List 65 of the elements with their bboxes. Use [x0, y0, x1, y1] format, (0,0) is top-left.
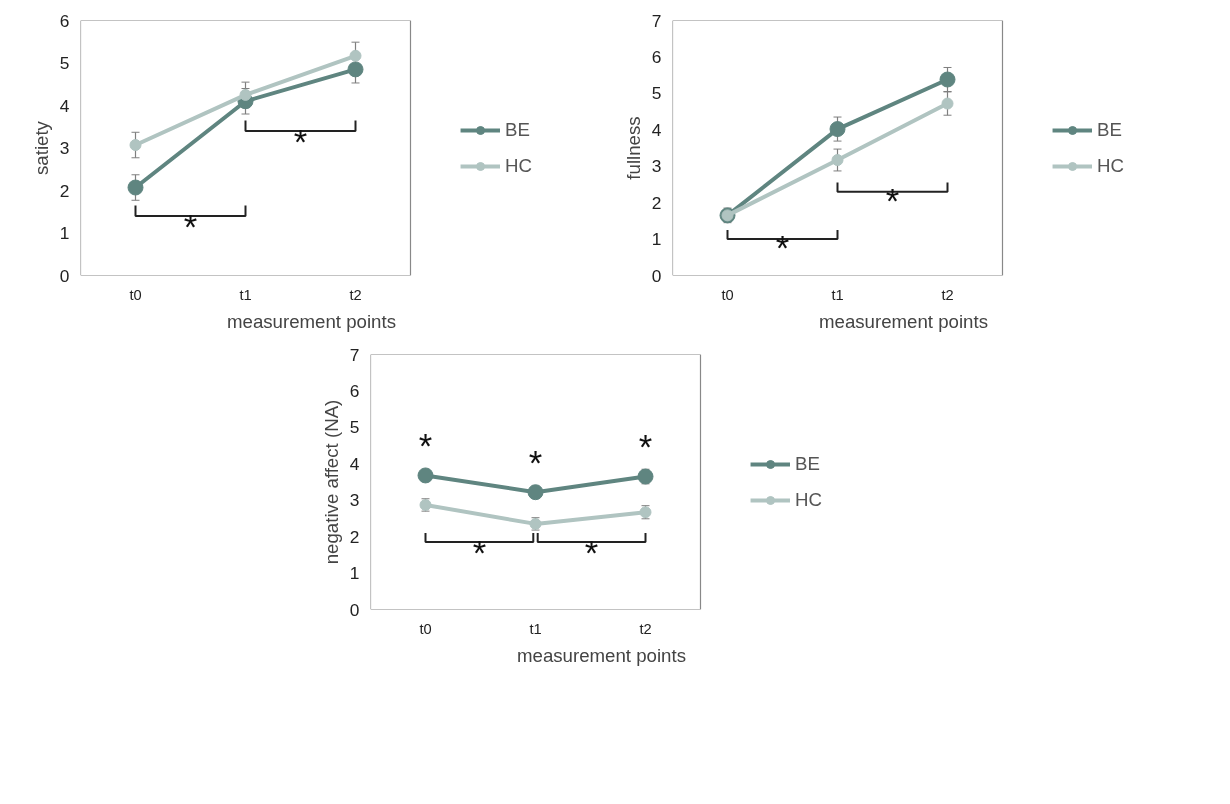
y-tick-label: 6: [349, 380, 360, 401]
annotation: *: [293, 122, 308, 161]
y-tick-label: 3: [59, 138, 70, 158]
y-tick-label: 4: [651, 119, 662, 140]
y-tick-label: 3: [651, 156, 662, 177]
y-tick-label: 4: [59, 95, 70, 116]
x-tick-label: t1: [529, 620, 542, 637]
y-tick-label: 3: [349, 490, 360, 511]
y-tick-label: 7: [349, 344, 360, 365]
x-axis-title: measurement points: [516, 644, 687, 666]
x-tick-label: t0: [721, 286, 734, 303]
point: [527, 484, 544, 501]
x-tick-label: t0: [419, 620, 432, 637]
y-tick-label: 0: [59, 265, 70, 286]
y-tick-label: 4: [349, 453, 360, 474]
annotation: *: [472, 534, 487, 573]
legend-label: HC: [505, 154, 532, 177]
legend-label: BE: [505, 118, 530, 141]
x-tick-label: t1: [831, 286, 844, 303]
legend-label: BE: [795, 452, 820, 475]
point: [831, 154, 844, 167]
legend-label: HC: [1097, 154, 1124, 177]
annotation: *: [885, 181, 900, 220]
y-tick-label: 2: [651, 192, 662, 213]
y-tick-label: 7: [651, 10, 662, 31]
point: [829, 121, 846, 138]
annotation: *: [528, 444, 543, 482]
annotation: *: [584, 534, 599, 573]
y-tick-label: 1: [651, 229, 662, 250]
y-tick-label: 1: [59, 223, 70, 243]
y-tick-label: 6: [651, 46, 662, 67]
point: [239, 88, 252, 101]
y-tick-label: 2: [59, 180, 70, 201]
y-tick-label: 5: [651, 83, 662, 104]
x-tick-label: t1: [239, 286, 252, 303]
y-tick-label: 0: [349, 599, 360, 620]
point: [347, 61, 364, 78]
legend-label: HC: [795, 488, 822, 511]
point: [417, 467, 434, 484]
y-tick-label: 5: [59, 53, 70, 73]
y-tick-label: 5: [349, 417, 360, 438]
y-axis-title: satiety: [30, 120, 52, 175]
y-tick-label: 0: [651, 265, 662, 286]
annotation: *: [638, 428, 653, 467]
x-axis-title: measurement points: [818, 310, 989, 332]
x-tick-label: t2: [639, 620, 652, 637]
x-tick-label: t0: [129, 286, 142, 303]
point: [349, 49, 362, 62]
point: [939, 71, 956, 88]
annotation: *: [183, 207, 198, 246]
x-tick-label: t2: [941, 286, 954, 303]
x-axis-title: measurement points: [226, 310, 397, 332]
point: [129, 139, 142, 152]
x-tick-label: t2: [349, 286, 362, 303]
legend-label: BE: [1097, 118, 1122, 141]
y-tick-label: 2: [349, 526, 360, 547]
y-axis-title: fullness: [622, 116, 644, 180]
y-tick-label: 6: [59, 10, 70, 31]
y-tick-label: 1: [349, 563, 360, 584]
point: [941, 97, 954, 110]
y-axis-title: negative affect (NA): [320, 399, 342, 565]
annotation: *: [418, 427, 433, 466]
point: [127, 179, 144, 196]
point: [637, 468, 654, 485]
annotation: *: [775, 229, 790, 268]
